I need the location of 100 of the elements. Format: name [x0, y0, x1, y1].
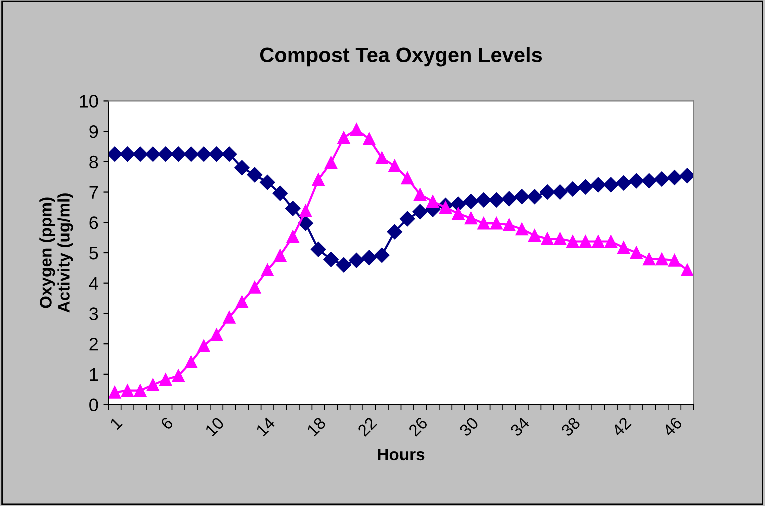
point [656, 253, 668, 266]
y-tick-label: 6 [90, 216, 98, 230]
point [350, 123, 363, 136]
point [210, 328, 224, 342]
point [604, 236, 618, 248]
y-tick-label: 1 [90, 368, 98, 381]
point [514, 189, 530, 204]
point [247, 167, 263, 183]
point [490, 217, 503, 230]
y-tick-label: 5 [90, 247, 98, 260]
point [312, 174, 325, 186]
x-tick-label: 14 [256, 416, 276, 437]
point [120, 146, 136, 162]
x-tick-label: 6 [160, 416, 174, 431]
point [412, 204, 428, 220]
x-tick-label: 26 [408, 416, 428, 438]
x-tick-label: 30 [458, 416, 480, 438]
point [566, 236, 580, 248]
chart-title: Compost Tea Oxygen Levels [260, 47, 542, 67]
point [286, 230, 300, 244]
point [248, 281, 262, 294]
point [234, 160, 250, 176]
point [489, 192, 504, 208]
point [158, 146, 174, 162]
x-tick-label: 10 [204, 416, 225, 437]
y-tick-label: 8 [90, 156, 98, 169]
point [134, 384, 147, 398]
y-tick-label: 4 [89, 277, 98, 290]
point [528, 229, 542, 242]
y-tick-label: 2 [90, 338, 98, 351]
x-tick-label: 34 [510, 416, 530, 438]
point [108, 146, 123, 162]
point [541, 232, 554, 246]
point [578, 180, 594, 195]
point [527, 189, 542, 204]
x-tick-label: 22 [357, 416, 378, 437]
point [426, 195, 440, 208]
x-tick-label: 1 [110, 416, 123, 430]
point [185, 356, 198, 369]
point [388, 160, 402, 172]
point [464, 212, 478, 225]
point [310, 242, 326, 258]
point [579, 236, 592, 248]
point [171, 146, 186, 162]
point [198, 340, 210, 352]
point [502, 191, 517, 207]
point [401, 172, 414, 185]
point [121, 384, 134, 398]
point [223, 311, 236, 324]
point [629, 173, 644, 189]
point [654, 172, 670, 187]
point [336, 258, 352, 273]
point [414, 188, 427, 201]
point [363, 132, 376, 146]
point [618, 242, 630, 254]
point [565, 182, 581, 197]
y-tick-label: 9 [90, 125, 98, 138]
point [108, 386, 122, 399]
y-axis-title: Oxygen (ppm) Activity (ug/ml) [40, 194, 74, 313]
point [464, 194, 479, 210]
point [516, 223, 528, 236]
point [209, 146, 224, 162]
point [160, 374, 172, 386]
y-tick-label: 0 [90, 398, 98, 412]
point [260, 174, 276, 190]
point [592, 236, 605, 248]
point [450, 196, 466, 212]
point [132, 146, 148, 162]
point [338, 132, 350, 144]
point [616, 176, 632, 191]
x-tick-label: 42 [611, 416, 632, 438]
point [400, 211, 416, 227]
point [476, 192, 492, 208]
point [630, 246, 643, 260]
y-tick-label: 10 [80, 95, 98, 108]
point [324, 252, 339, 268]
point [196, 146, 212, 162]
point [387, 224, 402, 240]
point [452, 208, 465, 220]
point [184, 146, 199, 162]
x-tick-label: 46 [662, 416, 683, 438]
point [374, 248, 390, 263]
point [668, 254, 682, 267]
point [274, 249, 287, 262]
point [604, 177, 619, 193]
point [440, 202, 452, 214]
point [681, 264, 694, 277]
point [146, 378, 160, 392]
point [222, 146, 238, 162]
point [376, 152, 388, 165]
point [554, 232, 567, 246]
point [236, 296, 248, 308]
point [261, 264, 274, 277]
point [146, 146, 161, 162]
point [540, 184, 556, 200]
point [286, 201, 301, 216]
point [680, 168, 694, 184]
point [667, 170, 682, 186]
point [503, 218, 516, 232]
x-tick-label: 18 [306, 416, 327, 437]
